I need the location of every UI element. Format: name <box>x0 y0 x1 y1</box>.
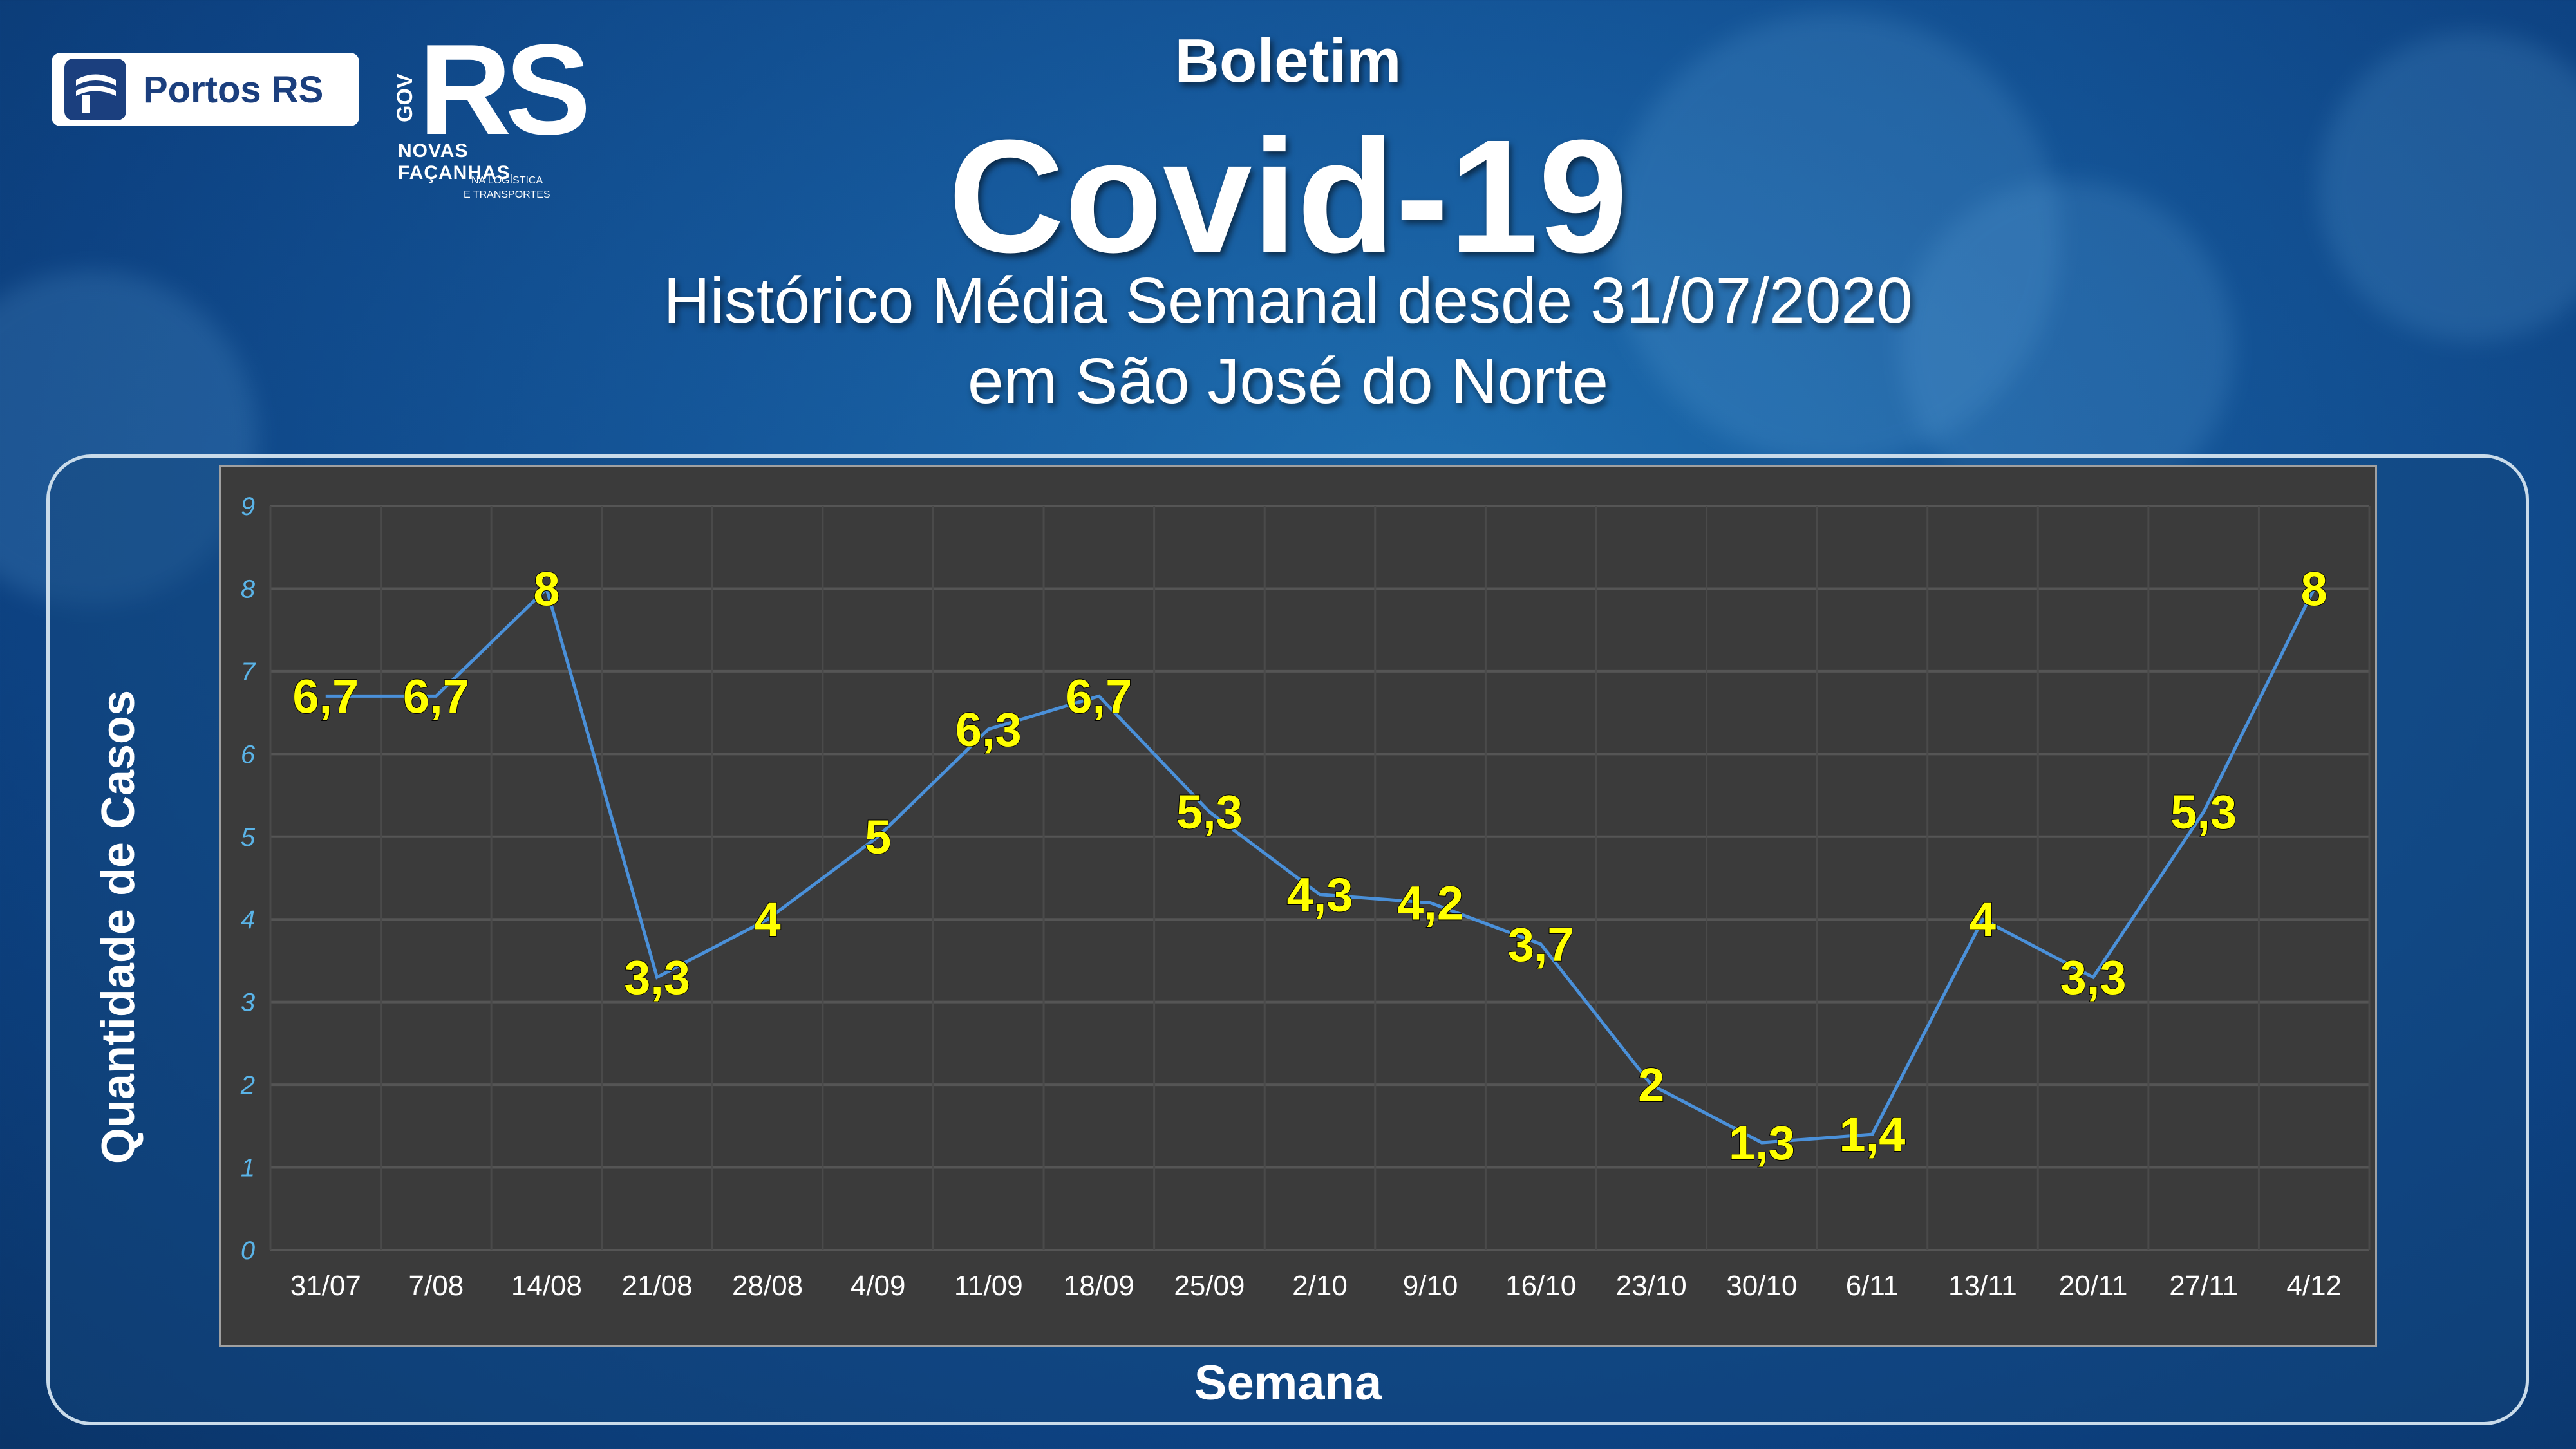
data-label: 3,3 <box>2060 951 2127 1004</box>
y-tick-label: 9 <box>241 492 255 521</box>
plot-area <box>219 465 2377 1347</box>
x-tick-label: 7/08 <box>409 1270 464 1302</box>
data-label: 8 <box>533 562 559 615</box>
y-tick-label: 0 <box>241 1237 255 1265</box>
x-tick-label: 16/10 <box>1505 1270 1576 1302</box>
data-label: 4,2 <box>1397 877 1463 930</box>
data-label: 3,3 <box>624 951 690 1004</box>
x-tick-label: 23/10 <box>1616 1270 1687 1302</box>
data-label: 8 <box>2301 562 2327 615</box>
x-tick-label: 20/11 <box>2059 1270 2128 1302</box>
data-label: 6,3 <box>955 703 1022 756</box>
x-tick-label: 4/12 <box>2286 1270 2342 1302</box>
boletim-heading: Boletim <box>1174 26 1402 95</box>
data-label: 5,3 <box>2170 785 2237 839</box>
y-tick-label: 5 <box>241 823 256 852</box>
x-tick-label: 21/08 <box>621 1270 692 1302</box>
page-title: Covid-19 <box>948 106 1628 286</box>
secretaria-label-line2: E TRANSPORTES <box>464 189 550 200</box>
y-tick-label: 8 <box>241 575 256 603</box>
x-tick-label: 11/09 <box>954 1270 1023 1302</box>
portos-rs-label: Portos RS <box>143 68 324 111</box>
y-tick-label: 7 <box>241 658 256 686</box>
virus-background-decoration <box>1899 180 2234 515</box>
y-tick-label: 2 <box>240 1071 255 1099</box>
series-line <box>325 585 2316 1145</box>
y-tick-label: 4 <box>241 906 255 934</box>
data-label: 4,3 <box>1287 868 1353 922</box>
data-label: 5 <box>865 810 891 864</box>
x-tick-label: 31/07 <box>290 1270 361 1302</box>
data-label: 6,7 <box>403 669 469 723</box>
x-tick-label: 18/09 <box>1064 1270 1134 1302</box>
data-label: 4 <box>1970 893 1996 946</box>
x-tick-label: 25/09 <box>1174 1270 1245 1302</box>
y-tick-label: 1 <box>241 1154 255 1183</box>
virus-background-decoration <box>2318 32 2576 341</box>
portos-rs-logo: Portos RS <box>52 53 359 126</box>
portos-rs-icon <box>64 59 126 120</box>
subtitle-line1: Histórico Média Semanal desde 31/07/2020 <box>663 265 1913 337</box>
x-tick-label: 9/10 <box>1403 1270 1458 1302</box>
data-label: 6,7 <box>292 669 359 723</box>
rs-label: RS <box>418 18 591 162</box>
x-tick-label: 28/08 <box>732 1270 803 1302</box>
x-tick-label: 13/11 <box>1948 1270 2017 1302</box>
y-tick-label: 6 <box>241 740 256 769</box>
data-label: 1,4 <box>1839 1108 1905 1161</box>
gov-rs-logo: GOV RS NOVAS FAÇANHAS NA LOGÍSTICA E TRA… <box>393 18 591 206</box>
y-tick-label: 3 <box>241 989 255 1017</box>
data-label: 2 <box>1638 1058 1664 1112</box>
x-axis-label: Semana <box>1194 1356 1382 1410</box>
secretaria-label-line1: NA LOGÍSTICA <box>471 175 543 186</box>
data-label: 4 <box>755 893 781 946</box>
data-label: 3,7 <box>1508 918 1574 971</box>
x-tick-label: 30/10 <box>1726 1270 1797 1302</box>
data-label: 1,3 <box>1729 1116 1795 1170</box>
subtitle-line2: em São José do Norte <box>968 345 1608 417</box>
x-tick-label: 6/11 <box>1846 1270 1899 1302</box>
virus-background-decoration <box>0 270 258 605</box>
data-label: 5,3 <box>1176 785 1243 839</box>
virus-background-decoration <box>1610 13 2060 463</box>
x-tick-label: 2/10 <box>1292 1270 1348 1302</box>
x-tick-label: 4/09 <box>851 1270 906 1302</box>
data-label: 6,7 <box>1066 669 1132 723</box>
x-tick-label: 14/08 <box>511 1270 582 1302</box>
x-tick-label: 27/11 <box>2169 1270 2238 1302</box>
novas-facanhas-label: NOVAS FAÇANHAS <box>398 140 511 183</box>
